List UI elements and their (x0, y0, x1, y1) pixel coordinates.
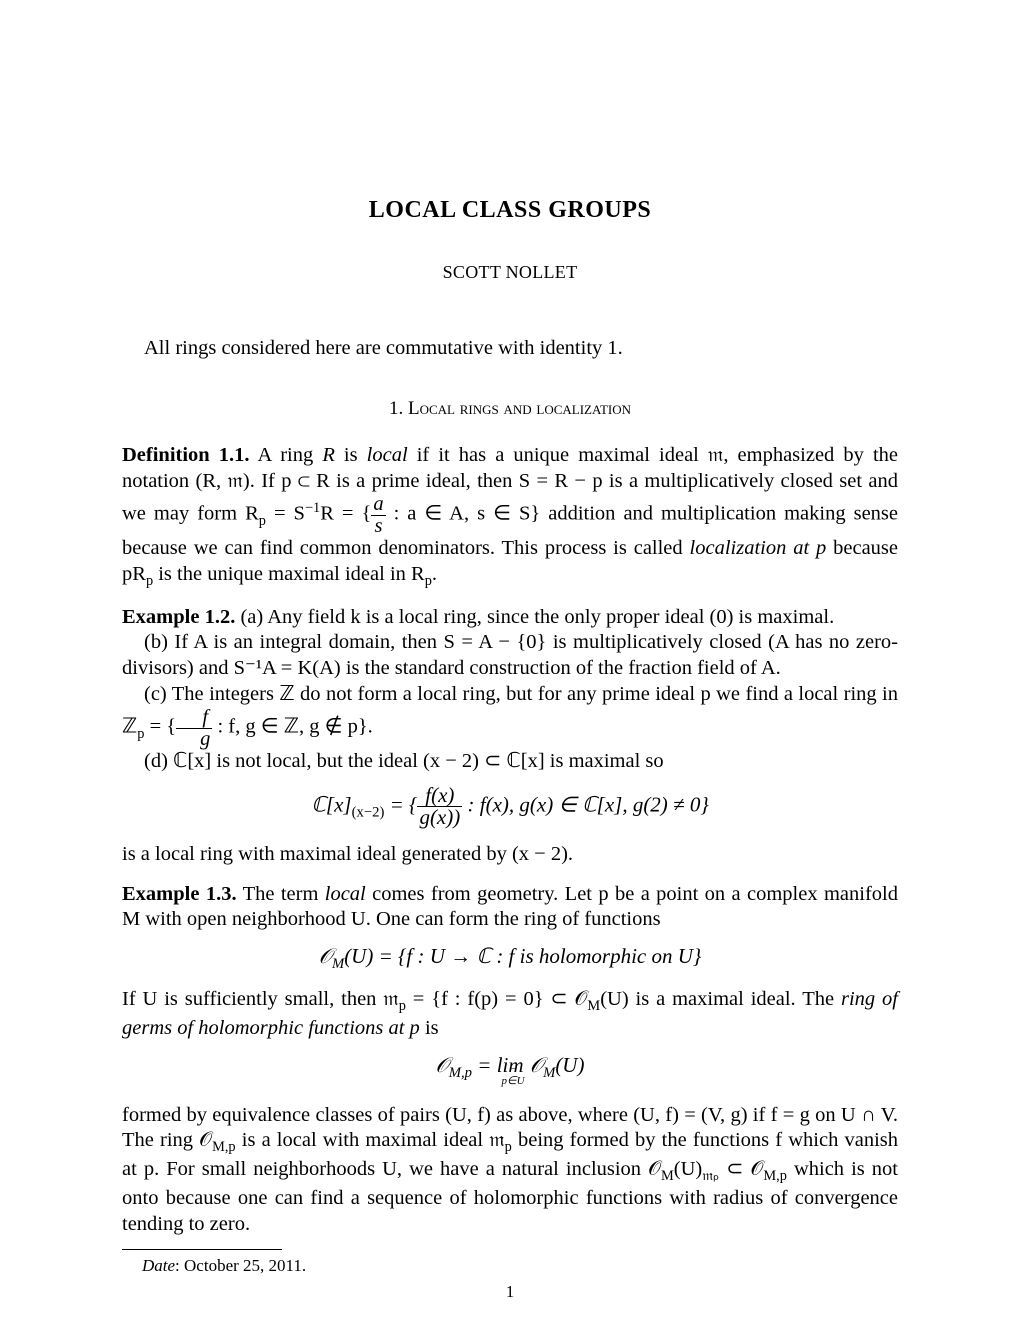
superscript: −1 (305, 500, 320, 516)
body-text: (U) is a maximal ideal. The (600, 988, 841, 1010)
example-1-2-d: (d) ℂ[x] is not local, but the ideal (x … (122, 749, 898, 775)
footnote-rule (122, 1249, 282, 1250)
subscript-Mp: M,p (763, 1168, 787, 1184)
body-text: : f, g ∈ ℤ, g ∉ p}. (212, 716, 372, 738)
limit-arrow: ←p∈U (502, 1061, 525, 1089)
math-mid: = { (384, 792, 417, 816)
fraction: fg (176, 707, 212, 749)
body-text: (U) (674, 1158, 702, 1180)
date-label: Date (142, 1256, 175, 1275)
var-R: R (322, 444, 335, 466)
numerator: f (176, 707, 212, 729)
paper-page: LOCAL CLASS GROUPS SCOTT NOLLET All ring… (0, 0, 1020, 1320)
example-1-3-cont: If U is sufficiently small, then 𝔪p = {f… (122, 987, 898, 1042)
subscript-M: M (587, 998, 600, 1014)
term-local: local (325, 883, 366, 905)
term-localization: localization at p (690, 537, 827, 559)
body-text: is the unique maximal ideal in R (153, 563, 425, 585)
fraction: as (371, 494, 385, 536)
section-title: Local rings and localization (408, 398, 631, 419)
subscript-p: p (505, 1139, 512, 1155)
limit-sub: p∈U (502, 1075, 525, 1087)
definition-1-1: Definition 1.1. A ring R is local if it … (122, 443, 898, 591)
math-O2: 𝒪 (525, 1053, 543, 1077)
subscript-mp: 𝔪ₚ (702, 1168, 719, 1184)
subscript: (x−2) (352, 804, 385, 820)
body-text: R = { (320, 503, 371, 525)
numerator: a (371, 494, 385, 516)
footnote-date: Date: October 25, 2011. (142, 1255, 306, 1276)
body-text: is (335, 444, 367, 466)
math-end: (U) (555, 1053, 584, 1077)
example-1-2-c: (c) The integers ℤ do not form a local r… (122, 682, 898, 750)
body-text: A ring (257, 444, 322, 466)
subscript-Mp: M,p (212, 1139, 236, 1155)
body-text: (a) Any field k is a local ring, since t… (240, 606, 834, 628)
body-text: ⊂ 𝒪 (719, 1158, 763, 1180)
body-text: The term (243, 883, 325, 905)
subscript-M: M (543, 1065, 555, 1081)
math-rest: (U) = {f : U → ℂ : f is holomorphic on U… (344, 944, 701, 968)
definition-label: Definition 1.1. (122, 444, 250, 466)
display-equation: 𝒪M,p = lim←p∈U 𝒪M(U) (122, 1052, 898, 1089)
display-equation: 𝒪M(U) = {f : U → ℂ : f is holomorphic on… (122, 943, 898, 974)
subscript-M: M (332, 956, 344, 972)
example-1-3-final: formed by equivalence classes of pairs (… (122, 1103, 898, 1238)
body-text: comes from geometry. Let p be a point on… (122, 883, 898, 931)
paper-title: LOCAL CLASS GROUPS (122, 195, 898, 225)
example-1-2-a: Example 1.2. (a) Any field k is a local … (122, 605, 898, 631)
date-text: : October 25, 2011. (175, 1256, 306, 1275)
denominator: g (176, 729, 212, 750)
page-number: 1 (0, 1281, 1020, 1302)
math-lhs: ℂ[x] (311, 792, 351, 816)
intro-paragraph: All rings considered here are commutativ… (122, 336, 898, 362)
math-O: 𝒪 (319, 944, 332, 968)
denominator: g(x)) (417, 807, 462, 828)
subscript-p: p (425, 573, 432, 589)
display-equation: ℂ[x](x−2) = {f(x)g(x)) : f(x), g(x) ∈ ℂ[… (122, 785, 898, 828)
subscript-p: p (259, 513, 266, 529)
section-heading: 1. Local rings and localization (122, 397, 898, 421)
term-local: local (367, 444, 408, 466)
paper-author: SCOTT NOLLET (122, 261, 898, 284)
math-rhs: : f(x), g(x) ∈ ℂ[x], g(2) ≠ 0} (462, 792, 708, 816)
denominator: s (371, 516, 385, 537)
fraction: f(x)g(x)) (417, 785, 462, 828)
example-1-3: Example 1.3. The term local comes from g… (122, 882, 898, 933)
example-label: Example 1.3. (122, 883, 237, 905)
body-text: = {f : f(p) = 0} ⊂ 𝒪 (406, 988, 588, 1010)
body-text: = { (144, 716, 176, 738)
section-number: 1. (389, 398, 403, 419)
subscript-Mp: M,p (449, 1065, 472, 1081)
subscript-p: p (399, 998, 406, 1014)
body-text: is a local with maximal ideal 𝔪 (236, 1129, 505, 1151)
body-text: If U is sufficiently small, then 𝔪 (122, 988, 399, 1010)
example-1-2-d-cont: is a local ring with maximal ideal gener… (122, 842, 898, 868)
example-label: Example 1.2. (122, 606, 235, 628)
body-text: = S (266, 503, 305, 525)
math-O: 𝒪 (436, 1053, 449, 1077)
body-text: is (420, 1017, 439, 1039)
numerator: f(x) (417, 785, 462, 807)
body-text: . (432, 563, 437, 585)
subscript-M: M (661, 1168, 674, 1184)
example-1-2-b: (b) If A is an integral domain, then S =… (122, 630, 898, 681)
